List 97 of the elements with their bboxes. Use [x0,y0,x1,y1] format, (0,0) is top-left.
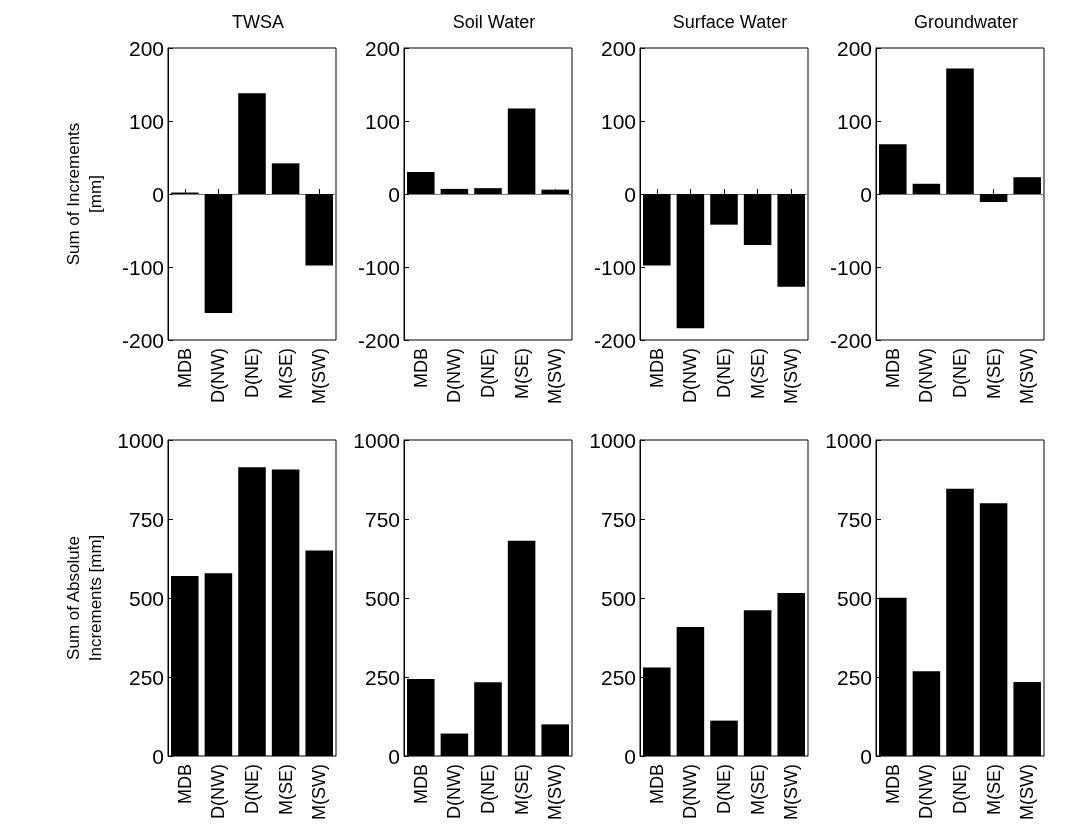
x-tick-label: D(NE) [242,764,262,814]
x-tick-label: MDB [410,348,431,388]
x-tick-label: D(NE) [950,764,970,814]
bar [541,189,569,194]
x-tick-label: D(NE) [714,764,734,814]
x-tick-label: M(SW) [309,348,330,404]
bar [507,108,536,194]
x-tick-label: D(NW) [208,764,229,819]
x-tick-label: M(SE) [747,764,768,815]
y-tick-label: -100 [829,255,872,279]
x-tick-label: M(SE) [275,348,296,399]
y-tick-label: 250 [128,665,164,689]
y-tick-label: 750 [600,507,636,531]
y-tick-label: -100 [593,255,636,279]
y-tick-label: 250 [836,665,872,689]
x-tick-label: M(SW) [1017,764,1038,820]
x-tick-label: D(NE) [478,764,498,814]
x-tick-label: MDB [174,764,195,804]
y-tick-label: 250 [600,665,636,689]
y-tick-label: 0 [860,744,872,768]
y-tick-label: 100 [364,109,400,133]
bar [946,68,974,194]
x-tick-label: D(NE) [242,348,262,398]
y-tick-label: 250 [364,665,400,689]
y-tick-label: 500 [600,586,636,610]
x-tick-label: D(NW) [916,348,937,403]
y-tick-label: 200 [600,36,636,60]
y-tick-label: -200 [829,328,872,352]
y-tick-label: -100 [121,255,164,279]
x-tick-label: MDB [882,764,903,804]
x-tick-label: M(SW) [309,764,330,820]
y-tick-label: 200 [128,36,164,60]
x-tick-label: D(NW) [680,348,701,403]
x-tick-label: MDB [646,348,667,388]
y-tick-label: 1000 [117,428,164,452]
x-tick-label: M(SW) [781,764,802,820]
y-tick-label: 100 [600,109,636,133]
x-tick-label: M(SW) [545,348,566,404]
y-tick-label: 100 [128,109,164,133]
y-tick-label: 0 [152,182,164,206]
y-tick-label: -200 [357,328,400,352]
y-tick-label: 200 [364,36,400,60]
x-tick-label: MDB [882,348,903,388]
bar [879,144,907,194]
y-tick-label: 0 [860,182,872,206]
x-tick-label: D(NW) [444,764,465,819]
x-tick-label: D(NW) [916,764,937,819]
y-tick-label: 1000 [353,428,400,452]
y-tick-label: 0 [388,744,400,768]
bar [238,93,266,194]
chart-title: Groundwater [913,12,1019,32]
x-tick-label: D(NW) [444,348,465,403]
chart-title: TWSA [232,12,284,32]
y-tick-label: 100 [836,109,872,133]
y-tick-label: 200 [836,36,872,60]
y-axis-title: Sum of Absolute Increments [mm] [63,534,105,662]
y-tick-label: 750 [128,507,164,531]
y-tick-label: 0 [624,744,636,768]
bar [407,172,435,194]
x-tick-label: M(SW) [545,764,566,820]
bar [912,183,941,194]
y-tick-label: 0 [624,182,636,206]
chart-title: Soil Water [452,12,536,32]
y-tick-label: -200 [593,328,636,352]
x-tick-label: D(NW) [208,348,229,403]
x-tick-label: M(SE) [747,348,768,399]
bar [474,188,502,194]
y-tick-label: 0 [388,182,400,206]
y-tick-label: -200 [121,328,164,352]
y-tick-label: -100 [357,255,400,279]
y-tick-label: 1000 [589,428,636,452]
x-tick-label: D(NE) [478,348,498,398]
x-tick-label: D(NW) [680,764,701,819]
y-tick-label: 500 [364,586,400,610]
y-tick-label: 500 [128,586,164,610]
x-tick-label: M(SW) [1017,348,1038,404]
y-tick-label: 750 [364,507,400,531]
x-tick-label: D(NE) [950,348,970,398]
y-tick-label: 500 [836,586,872,610]
bar [1013,177,1041,194]
x-tick-label: M(SW) [781,348,802,404]
x-tick-label: M(SE) [511,764,532,815]
x-tick-label: M(SE) [511,348,532,399]
x-tick-label: M(SE) [983,348,1004,399]
x-tick-label: M(SE) [275,764,296,815]
y-axis-title: Sum of Increments [mm] [63,122,105,266]
bar [271,163,300,194]
x-tick-label: MDB [646,764,667,804]
x-tick-label: MDB [410,764,431,804]
bar [440,188,469,194]
x-tick-label: M(SE) [983,764,1004,815]
y-tick-label: 1000 [825,428,872,452]
x-tick-label: D(NE) [714,348,734,398]
y-tick-label: 750 [836,507,872,531]
chart-title: Surface Water [672,12,788,32]
x-tick-label: MDB [174,348,195,388]
y-tick-label: 0 [152,744,164,768]
